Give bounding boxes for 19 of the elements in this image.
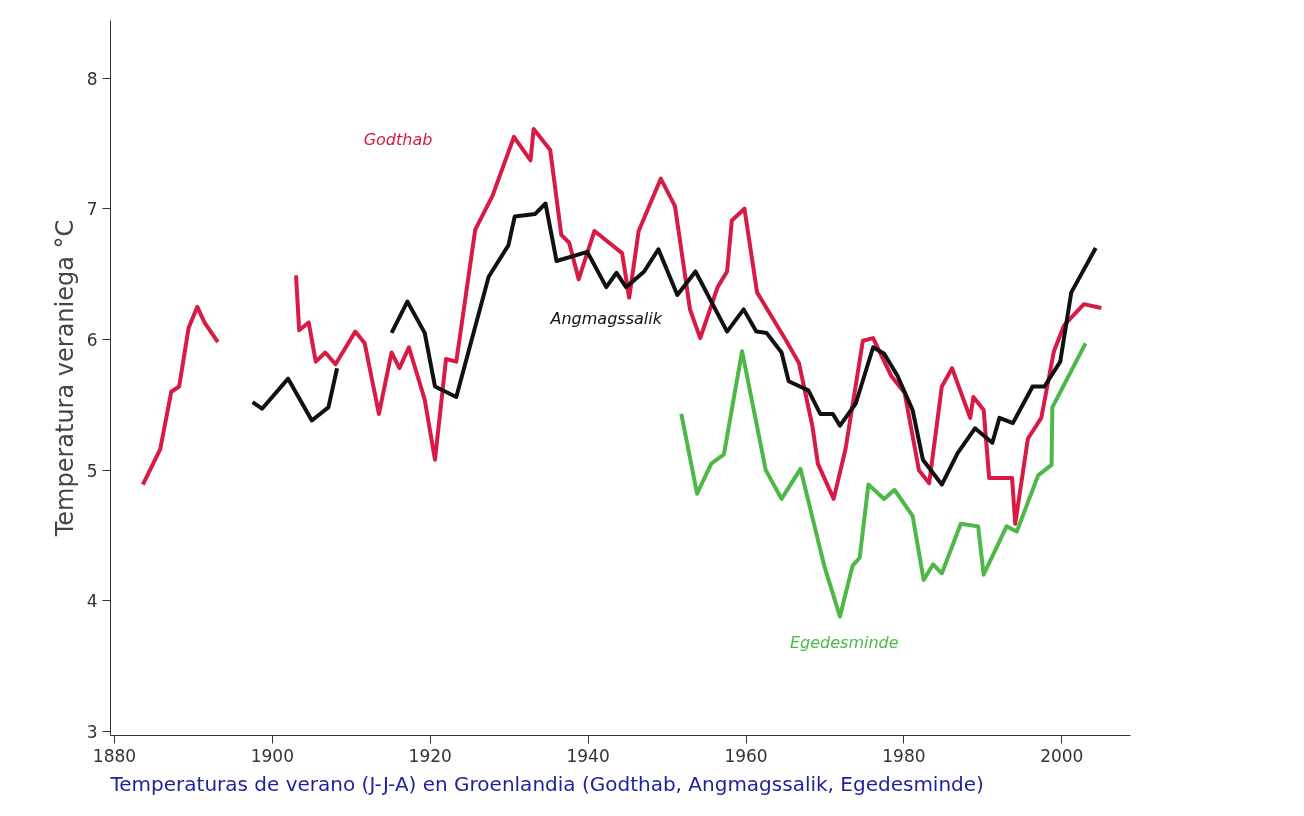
y-tick-label: 8 xyxy=(86,68,98,89)
y-tick-label: 7 xyxy=(86,199,98,220)
y-tick-label: 3 xyxy=(86,722,98,743)
line-series xyxy=(679,341,1088,619)
y-tick-label: 6 xyxy=(86,329,98,350)
y-tick-label: 4 xyxy=(86,591,98,612)
y-axis-title: Temperatura veraniega °C xyxy=(50,219,79,538)
y-tick-label: 5 xyxy=(86,460,98,481)
text: Temperaturas de verano (J-J-A) en Groenlandia (Godthab, Angmagssalik, Egedesminde) xyxy=(109,771,984,796)
text: Godthab xyxy=(363,129,433,149)
x-tick-label: 1880 xyxy=(92,745,137,766)
x-tick-label: 1960 xyxy=(724,745,768,766)
x-tick-label: 1900 xyxy=(250,745,294,766)
x-tick-label: 1920 xyxy=(408,745,452,766)
x-tick-label: 1940 xyxy=(566,745,610,766)
x-tick-label: 2000 xyxy=(1040,745,1084,766)
series-label: Egedesminde xyxy=(789,632,899,652)
series-label: Angmagssalik xyxy=(549,309,663,329)
x-tick-label: 1980 xyxy=(882,745,926,766)
